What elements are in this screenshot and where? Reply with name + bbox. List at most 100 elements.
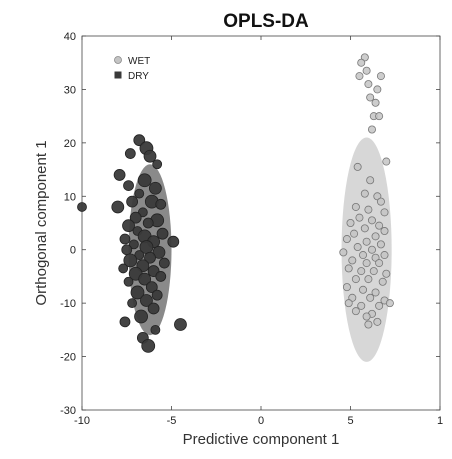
- point-wet: [339, 248, 348, 257]
- point-dry: [113, 169, 126, 181]
- point-dry: [118, 263, 129, 274]
- point-dry: [137, 173, 152, 188]
- y-tick-label: 30: [64, 84, 76, 96]
- x-axis-ticks: -10 -5 0 5 1: [74, 36, 443, 427]
- point-wet: [373, 317, 382, 326]
- point-wet: [385, 299, 394, 308]
- point-wet: [364, 275, 373, 284]
- point-dry: [138, 272, 152, 286]
- point-dry: [155, 271, 167, 282]
- point-dry: [155, 198, 167, 210]
- y-tick-label: -20: [60, 352, 76, 364]
- point-dry: [126, 195, 139, 208]
- x-tick-label: 5: [347, 415, 353, 427]
- point-dry: [130, 285, 145, 300]
- point-wet: [364, 80, 373, 89]
- point-wet: [357, 58, 366, 67]
- point-wet: [382, 157, 391, 166]
- point-wet: [360, 189, 369, 198]
- point-wet: [380, 208, 389, 217]
- point-wet: [348, 256, 357, 265]
- point-wet: [353, 162, 362, 171]
- point-dry: [152, 159, 163, 170]
- point-wet: [371, 232, 380, 241]
- x-tick-label: 0: [258, 415, 264, 427]
- legend-marker-dry: [114, 71, 122, 79]
- point-wet: [353, 243, 362, 252]
- point-wet: [364, 320, 373, 329]
- point-dry: [148, 181, 162, 195]
- point-wet: [371, 288, 380, 297]
- point-wet: [346, 218, 355, 227]
- point-dry: [167, 235, 180, 248]
- y-tick-label: -30: [60, 405, 76, 417]
- y-tick-label: 0: [70, 245, 76, 257]
- y-axis-label: Orthogonal component 1: [33, 140, 50, 305]
- point-dry: [143, 149, 157, 163]
- legend-label-dry: DRY: [128, 71, 149, 82]
- point-dry: [119, 316, 131, 328]
- point-dry: [140, 294, 153, 307]
- point-wet: [375, 259, 384, 268]
- point-wet: [344, 299, 353, 308]
- y-tick-label: -10: [60, 298, 76, 310]
- point-dry: [111, 200, 125, 214]
- point-dry: [121, 244, 133, 256]
- point-wet: [367, 125, 376, 134]
- point-wet: [375, 221, 384, 230]
- point-dry: [134, 250, 145, 260]
- point-dry: [119, 233, 131, 245]
- legend-marker-wet: [114, 56, 122, 64]
- point-wet: [364, 205, 373, 214]
- point-dry: [152, 245, 166, 259]
- data-points: [77, 53, 394, 353]
- point-wet: [359, 285, 368, 294]
- point-wet: [351, 307, 360, 316]
- point-wet: [369, 267, 378, 276]
- point-wet: [378, 277, 387, 286]
- y-axis-ticks: -30 -20 -10 0 10 20 30 40: [60, 31, 440, 417]
- point-dry: [151, 289, 163, 301]
- point-dry: [150, 324, 161, 335]
- point-wet: [359, 251, 368, 260]
- point-dry: [145, 281, 158, 294]
- chart-title: OPLS-DA: [223, 11, 309, 32]
- point-dry: [123, 180, 134, 192]
- legend: WET DRY: [114, 56, 150, 82]
- legend-label-wet: WET: [128, 56, 150, 67]
- point-wet: [380, 251, 389, 260]
- point-wet: [362, 237, 371, 246]
- ellipse-wet: [341, 137, 392, 362]
- point-wet: [375, 112, 384, 121]
- x-axis-label: Predictive component 1: [183, 431, 340, 448]
- point-wet: [366, 293, 375, 302]
- y-tick-label: 40: [64, 31, 76, 43]
- x-tick-label: -5: [167, 415, 177, 427]
- point-wet: [366, 176, 375, 185]
- point-wet: [367, 216, 376, 225]
- point-wet: [376, 197, 385, 206]
- point-wet: [342, 283, 351, 292]
- point-dry: [141, 338, 156, 353]
- point-dry: [142, 217, 154, 229]
- point-dry: [122, 219, 135, 233]
- point-wet: [351, 275, 360, 284]
- point-wet: [362, 312, 371, 321]
- point-wet: [382, 269, 391, 278]
- y-tick-label: 20: [64, 138, 76, 150]
- point-wet: [375, 301, 384, 310]
- point-dry: [124, 148, 136, 159]
- point-wet: [355, 213, 364, 222]
- point-dry: [144, 251, 156, 264]
- point-wet: [357, 301, 366, 310]
- point-wet: [362, 66, 371, 75]
- point-wet: [373, 85, 382, 94]
- point-dry: [123, 276, 134, 287]
- point-dry: [158, 257, 170, 269]
- point-wet: [376, 72, 385, 81]
- point-wet: [371, 98, 380, 107]
- point-wet: [344, 264, 353, 273]
- point-wet: [367, 245, 376, 254]
- y-tick-label: 10: [64, 191, 76, 203]
